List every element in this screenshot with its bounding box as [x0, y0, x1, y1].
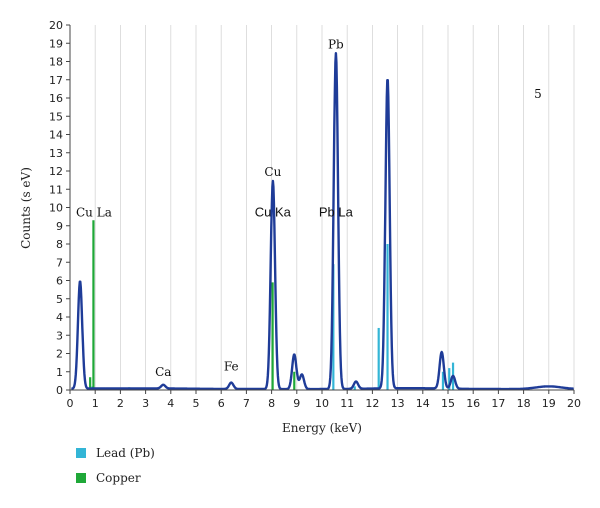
- x-tick-label: 8: [268, 397, 275, 410]
- y-tick-label: 9: [56, 220, 63, 233]
- x-tick-label: 15: [441, 397, 455, 410]
- annotation-pb-la: Pb La: [319, 204, 354, 219]
- spectrum-line: [70, 52, 575, 391]
- x-tick-label: 17: [491, 397, 505, 410]
- x-tick-label: 18: [517, 397, 531, 410]
- annotation-ca: Ca: [155, 365, 171, 379]
- y-tick-label: 8: [56, 238, 63, 251]
- y-tick-label: 20: [49, 19, 63, 32]
- x-tick-label: 1: [92, 397, 99, 410]
- y-tick-label: 13: [49, 147, 63, 160]
- x-tick-label: 9: [293, 397, 300, 410]
- x-tick-label: 4: [167, 397, 174, 410]
- legend-label-copper: Copper: [96, 471, 141, 485]
- y-tick-label: 15: [49, 110, 63, 123]
- x-tick-label: 3: [142, 397, 149, 410]
- y-tick-label: 10: [49, 202, 63, 215]
- x-axis-label: Energy (keV): [282, 421, 362, 435]
- y-tick-label: 1: [56, 366, 63, 379]
- legend: Lead (Pb) Copper: [76, 446, 155, 485]
- legend-swatch-copper: [76, 473, 86, 483]
- x-tick-label: 7: [243, 397, 250, 410]
- x-tick-label: 10: [315, 397, 329, 410]
- y-tick-label: 14: [49, 129, 63, 142]
- y-tick-label: 3: [56, 329, 63, 342]
- y-tick-label: 16: [49, 92, 63, 105]
- annotation-pb: Pb: [328, 37, 344, 51]
- x-tick-label: 2: [117, 397, 124, 410]
- annotation-cu: Cu: [264, 165, 281, 179]
- y-tick-label: 11: [49, 183, 63, 196]
- x-tick-label: 14: [416, 397, 430, 410]
- tick-labels-layer: 0 1 2 3 4 5 6 7 8 9 10 11 12 13 14 15 16 17 18 19 2001234567…: [49, 19, 581, 410]
- y-tick-label: 0: [56, 384, 63, 397]
- y-tick-label: 6: [56, 275, 63, 288]
- x-tick-label: 11: [340, 397, 354, 410]
- x-tick-label: 20: [567, 397, 581, 410]
- y-tick-label: 4: [56, 311, 63, 324]
- x-tick-label: 19: [542, 397, 556, 410]
- y-tick-label: 12: [49, 165, 63, 178]
- x-tick-label: 13: [391, 397, 405, 410]
- x-tick-label: 12: [365, 397, 379, 410]
- panel-label: 5: [534, 87, 542, 101]
- y-tick-label: 2: [56, 348, 63, 361]
- annotation-cu-ka: Cu Ka: [255, 204, 292, 219]
- y-tick-label: 19: [49, 37, 63, 50]
- y-tick-label: 18: [49, 56, 63, 69]
- x-tick-label: 16: [466, 397, 480, 410]
- grid-layer: [69, 25, 575, 390]
- annotation-cu-la: Cu La: [76, 205, 112, 219]
- annotation-fe: Fe: [224, 359, 239, 373]
- y-tick-label: 7: [56, 256, 63, 269]
- legend-label-lead: Lead (Pb): [96, 446, 155, 460]
- y-tick-label: 5: [56, 293, 63, 306]
- x-tick-label: 6: [218, 397, 225, 410]
- y-tick-label: 17: [49, 74, 63, 87]
- annotations-layer: Pb Cu Cu La Cu Ka Pb La Ca Fe: [76, 37, 354, 379]
- legend-swatch-lead: [76, 448, 86, 458]
- x-tick-label: 0: [67, 397, 74, 410]
- y-axis-label: Counts (s eV): [19, 167, 33, 249]
- x-tick-label: 5: [193, 397, 200, 410]
